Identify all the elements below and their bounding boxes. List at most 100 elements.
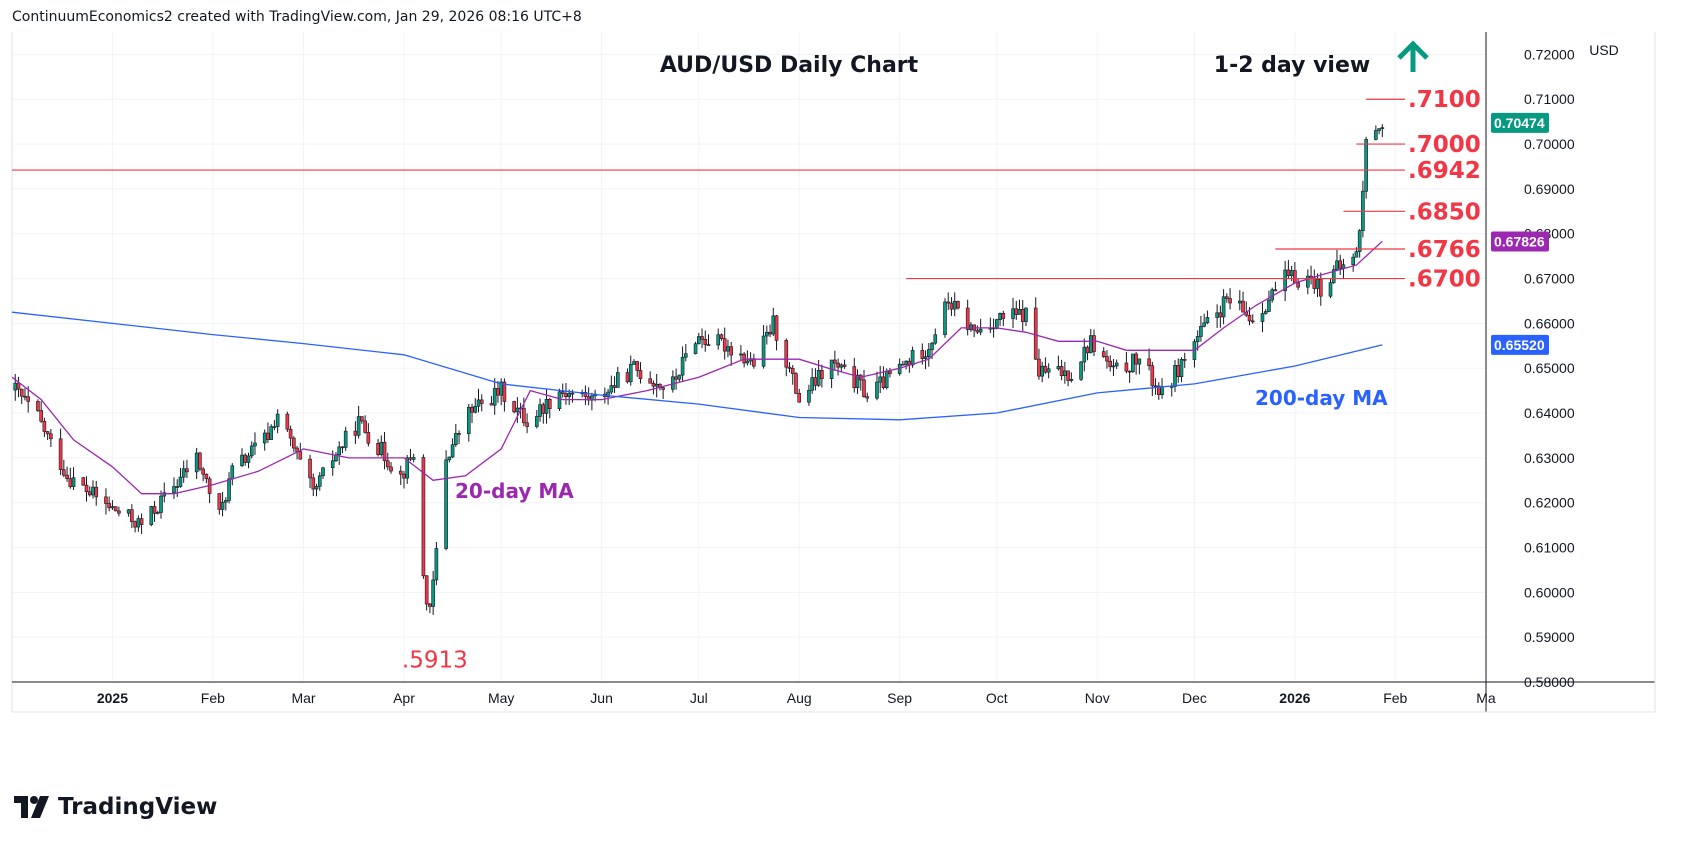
candle-down[interactable]	[366, 432, 371, 444]
candle-up[interactable]	[1017, 308, 1022, 315]
candle-up[interactable]	[1283, 269, 1287, 292]
candle-down[interactable]	[784, 340, 789, 368]
candle-down[interactable]	[243, 454, 248, 463]
candle-up[interactable]	[136, 518, 141, 528]
candle-up[interactable]	[175, 486, 180, 488]
candle-down[interactable]	[1293, 270, 1297, 284]
candle-up[interactable]	[162, 492, 167, 497]
candle-up[interactable]	[224, 500, 228, 503]
candle-up[interactable]	[149, 506, 154, 525]
candle-up[interactable]	[450, 444, 455, 458]
candle-up[interactable]	[1260, 313, 1265, 322]
candle-down[interactable]	[1059, 366, 1064, 376]
candle-down[interactable]	[790, 368, 795, 374]
candle-up[interactable]	[411, 457, 416, 460]
candle-up[interactable]	[356, 416, 361, 436]
candle-down[interactable]	[1127, 370, 1132, 373]
candle-down[interactable]	[1241, 300, 1245, 313]
candle-up[interactable]	[855, 374, 860, 389]
candle-down[interactable]	[787, 366, 792, 369]
candle-up[interactable]	[194, 452, 199, 473]
candle-up[interactable]	[272, 426, 277, 428]
candle-up[interactable]	[317, 475, 322, 487]
candle-down[interactable]	[512, 401, 516, 413]
candle-down[interactable]	[402, 473, 406, 479]
candle-down[interactable]	[836, 362, 840, 368]
candle-down[interactable]	[185, 468, 189, 473]
candle-up[interactable]	[1380, 127, 1385, 129]
candle-up[interactable]	[998, 313, 1002, 320]
candle-up[interactable]	[71, 477, 76, 487]
candle-down[interactable]	[560, 391, 565, 395]
candle-up[interactable]	[807, 389, 811, 403]
candle-down[interactable]	[648, 378, 652, 384]
candle-up[interactable]	[567, 392, 572, 397]
candle-up[interactable]	[716, 334, 721, 346]
candle-down[interactable]	[353, 430, 358, 436]
candle-down[interactable]	[1066, 370, 1070, 381]
candle-down[interactable]	[625, 372, 630, 383]
candle-up[interactable]	[126, 509, 131, 514]
candle-down[interactable]	[833, 359, 837, 364]
candle-up[interactable]	[1315, 278, 1320, 289]
candle-down[interactable]	[62, 469, 66, 476]
candle-down[interactable]	[742, 353, 746, 364]
candle-down[interactable]	[522, 407, 526, 424]
candle-down[interactable]	[700, 336, 704, 340]
candle-down[interactable]	[949, 302, 954, 310]
candle-up[interactable]	[544, 399, 549, 414]
candle-up[interactable]	[1306, 275, 1310, 288]
candle-down[interactable]	[965, 307, 970, 330]
candle-down[interactable]	[421, 457, 426, 577]
candle-up[interactable]	[696, 336, 701, 345]
candle-down[interactable]	[1092, 335, 1096, 352]
candle-up[interactable]	[172, 486, 176, 493]
candle-up[interactable]	[535, 416, 539, 427]
candle-down[interactable]	[612, 385, 617, 388]
candle-down[interactable]	[570, 392, 575, 395]
candle-up[interactable]	[1111, 365, 1116, 368]
candle-up[interactable]	[91, 486, 95, 496]
candle-up[interactable]	[726, 346, 730, 352]
candle-up[interactable]	[181, 468, 186, 478]
candle-down[interactable]	[204, 473, 209, 480]
candle-up[interactable]	[321, 467, 325, 477]
candle-down[interactable]	[583, 392, 588, 397]
candle-up[interactable]	[434, 548, 439, 581]
candle-up[interactable]	[447, 456, 452, 461]
candle-up[interactable]	[1351, 256, 1355, 266]
candle-down[interactable]	[719, 334, 724, 339]
candle-up[interactable]	[654, 383, 659, 387]
candle-up[interactable]	[110, 506, 115, 509]
candle-up[interactable]	[1341, 264, 1346, 269]
candle-down[interactable]	[398, 470, 403, 475]
candle-down[interactable]	[722, 338, 727, 352]
candle-down[interactable]	[901, 363, 905, 366]
candle-down[interactable]	[457, 433, 461, 435]
candle-down[interactable]	[266, 432, 270, 440]
candle-down[interactable]	[1124, 362, 1129, 372]
ma200-line[interactable]	[12, 311, 1383, 421]
candle-down[interactable]	[470, 406, 474, 413]
candle-down[interactable]	[152, 506, 157, 514]
candle-down[interactable]	[1338, 260, 1343, 269]
candle-up[interactable]	[314, 486, 319, 490]
candle-up[interactable]	[995, 319, 999, 329]
candle-down[interactable]	[1147, 358, 1151, 367]
candle-down[interactable]	[1001, 313, 1006, 319]
candle-up[interactable]	[839, 364, 844, 368]
candle-down[interactable]	[408, 457, 413, 460]
candle-up[interactable]	[969, 324, 973, 330]
candle-down[interactable]	[729, 346, 733, 356]
candle-up[interactable]	[466, 406, 471, 434]
candle-down[interactable]	[502, 381, 507, 402]
candle-up[interactable]	[227, 478, 231, 501]
candle-up[interactable]	[1063, 370, 1067, 376]
candle-up[interactable]	[1195, 336, 1200, 342]
candle-up[interactable]	[253, 442, 257, 447]
candle-up[interactable]	[1354, 251, 1359, 258]
candle-down[interactable]	[292, 437, 296, 449]
candle-up[interactable]	[810, 377, 814, 391]
candle-down[interactable]	[1250, 320, 1255, 323]
candle-up[interactable]	[771, 315, 776, 335]
